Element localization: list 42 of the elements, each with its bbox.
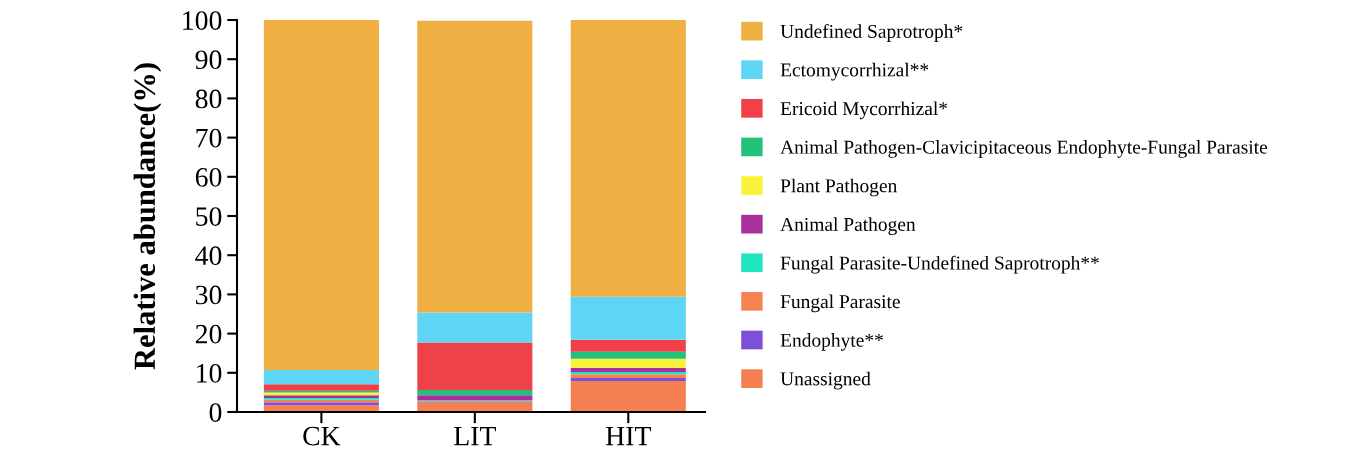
y-tick-label: 70 (196, 128, 222, 148)
legend-label: Ectomycorrhizal** (780, 62, 929, 81)
bar (263, 370, 379, 385)
bar (417, 395, 533, 401)
bar (570, 296, 686, 340)
bar (570, 358, 686, 368)
bar (263, 384, 379, 391)
bar (570, 367, 686, 373)
x-tick-label: CK (303, 426, 341, 446)
y-tick-label: 80 (195, 89, 222, 109)
bar (417, 390, 533, 396)
legend-label: Fungal Parasite (780, 294, 900, 313)
y-tick-label: 100 (183, 11, 222, 30)
bar (263, 405, 379, 412)
y-tick-label: 0 (209, 403, 222, 422)
bar (417, 342, 533, 391)
x-tick-label: LIT (454, 426, 496, 446)
y-tick-label: 50 (196, 207, 222, 226)
y-axis-title: Relative abundance(%) (133, 63, 162, 370)
y-tick-label: 10 (197, 363, 222, 383)
bar (570, 351, 686, 359)
legend-label: Ericoid Mycorrhizal* (780, 101, 948, 120)
bar (263, 20, 379, 371)
legend-label: Unassigned (780, 371, 871, 390)
legend-label: Animal Pathogen-Clavicipitaceous Endophyte-Fungal Parasite (780, 140, 1268, 158)
legend-label: Animal Pathogen (780, 217, 916, 235)
bar (570, 377, 686, 382)
bar (570, 20, 686, 297)
y-tick-label: 40 (195, 246, 222, 266)
bar (417, 20, 533, 313)
y-tick-label: 30 (195, 285, 222, 305)
y-tick-label: 20 (195, 324, 222, 344)
legend-label: Fungal Parasite-Undefined Saprotroph** (780, 255, 1099, 274)
y-tick-label: 90 (195, 50, 222, 70)
legend-label: Undefined Saprotroph* (780, 24, 963, 42)
legend-label: Plant Pathogen (780, 178, 898, 197)
x-tick-label: HIT (605, 426, 651, 446)
bar (570, 339, 686, 352)
legend-label: Endophyte** (780, 333, 883, 351)
bar (417, 312, 533, 343)
bar (570, 381, 686, 412)
y-tick-label: 60 (195, 167, 222, 187)
